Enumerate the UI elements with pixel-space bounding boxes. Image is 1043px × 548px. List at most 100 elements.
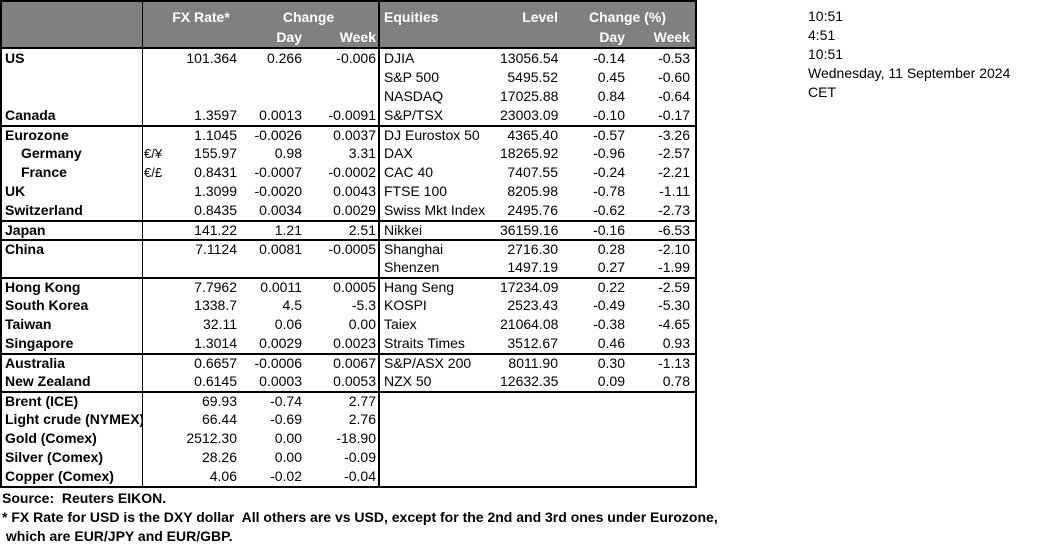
fx-row-label: New Zealand [2,372,143,391]
currency-pair-label: €/¥ [144,146,163,161]
fx-week-change-cell: -0.0005 [304,241,380,258]
equity-name-label: S&P/TSX [384,107,444,123]
table-row: Japan 141.22 1.21 2.51 Nikkei 36159.16 -0.16 -6… [2,220,695,239]
table-row: Brent (ICE) 69.93 -0.74 2.77 [2,391,695,410]
fx-day-change-cell: 0.0034 [259,202,302,218]
fx-rate-cell: 7.7962 [194,279,237,295]
equity-week-change-cell [627,448,695,467]
equity-level-cell [500,429,560,448]
fx-week-change-cell: -0.04 [304,467,380,486]
equity-day-change-cell [560,448,627,467]
fx-row-label: Australia [2,355,143,372]
table-row: NASDAQ 17025.88 0.84 -0.64 [2,87,695,106]
corner-header-cell [2,28,143,47]
equity-level-cell: 1497.19 [507,259,558,275]
fx-row-label: Canada [2,106,143,125]
fx-week-change-cell: 0.0029 [304,201,380,220]
fx-rate-cell: 141.22 [194,222,237,238]
currency-pair-label [143,334,165,353]
fx-row-label: China [2,241,143,258]
equity-week-change-cell: -2.57 [658,145,690,161]
header-row-2: Day Week Day Week [2,28,695,47]
equity-day-change-cell: 0.09 [597,373,625,389]
fx-rate-cell: 0.8435 [194,202,237,218]
equity-name-label: Hang Seng [384,279,455,295]
equity-level-cell: 2523.43 [507,297,558,313]
equity-week-change-cell: -4.65 [658,316,690,332]
equities-header: Equities [384,9,439,25]
equity-day-change-cell: 0.46 [597,335,625,351]
fx-day-change-cell: 4.5 [282,297,302,313]
fx-footnote-line1: * FX Rate for USD is the DXY dollar All … [2,509,718,525]
currency-pair-label [143,355,165,372]
equity-name-label: DJIA [384,50,415,66]
equity-level-cell: 17025.88 [500,88,559,104]
equity-week-header: Week [653,29,690,45]
equity-level-cell: 8011.90 [508,355,558,371]
fx-row-label: Hong Kong [2,279,143,296]
table-row: Silver (Comex) 28.26 0.00 -0.09 [2,448,695,467]
table-row: China 7.1124 0.0081 -0.0005 Shanghai 2716.30 0… [2,239,695,258]
table-row: New Zealand 0.6145 0.0003 0.0053 NZX 50 12632… [2,372,695,391]
currency-pair-label: €/£ [144,165,163,180]
fx-rate-cell: 1.3014 [194,335,237,351]
equity-level-cell: 4365.40 [507,127,558,143]
source-note: Source: Reuters EIKON. [2,490,167,506]
table-row: Canada 1.3597 0.0013 -0.0091 S&P/TSX 23003.09… [2,106,695,125]
currency-pair-label [143,467,165,486]
fx-day-change-cell: -0.0007 [254,164,302,180]
equity-week-change-cell: -2.10 [658,241,690,257]
level-header: Level [522,9,558,25]
fx-row-label: UK [2,182,143,201]
currency-pair-label [143,87,165,106]
equity-name-label [380,410,500,429]
table-row: Taiwan 32.11 0.06 0.00 Taiex 21064.08 -0.38 -4.… [2,315,695,334]
table-row: Singapore 1.3014 0.0029 0.0023 Straits Times… [2,334,695,353]
fx-week-change-cell [304,87,380,106]
table-row: Hong Kong 7.7962 0.0011 0.0005 Hang Seng 1723… [2,277,695,296]
equity-day-change-cell: -0.10 [593,107,625,123]
equity-day-change-cell: 0.84 [597,88,625,104]
currency-pair-label [143,296,165,315]
equity-week-change-cell [627,393,695,410]
fx-day-change-cell: -0.74 [270,393,302,409]
fx-rate-cell: 32.11 [203,316,237,332]
fx-day-change-cell: -0.0020 [254,183,302,199]
table-row: Switzerland 0.8435 0.0034 0.0029 Swiss Mkt I… [2,201,695,220]
fx-row-label: Eurozone [2,127,143,144]
equity-day-header: Day [599,29,625,45]
table-row: Australia 0.6657 -0.0006 0.0067 S&P/ASX 200 8… [2,353,695,372]
fx-day-change-cell: -0.0026 [254,127,302,143]
equity-week-change-cell [627,467,695,486]
equity-week-change-cell: -1.11 [659,183,690,199]
fx-day-header: Day [276,29,302,45]
date-line: Wednesday, 11 September 2024 [808,65,1011,81]
equity-name-label: Taiex [384,316,417,332]
equity-name-label [380,429,500,448]
fx-row-label: France [2,163,143,182]
table-row: Light crude (NYMEX) 66.44 -0.69 2.76 [2,410,695,429]
equity-level-cell: 17234.09 [500,279,559,295]
fx-rate-cell: 1.3597 [194,107,237,123]
table-row: US 101.364 0.266 -0.006 DJIA 13056.54 -0.14 -0.… [2,49,695,68]
fx-week-change-cell [304,68,380,87]
equity-level-cell [500,393,560,410]
equity-level-cell: 21064.08 [500,316,559,332]
currency-pair-label [143,201,165,220]
equity-day-change-cell: 0.22 [597,279,625,295]
fx-day-change-cell: 0.266 [266,50,302,66]
fx-row-label: Germany [2,144,143,163]
equity-level-cell [500,410,560,429]
equity-level-cell: 5495.52 [507,69,558,85]
fx-rate-cell: 1.1045 [194,127,237,143]
fx-day-change-cell: 1.21 [274,222,302,238]
fx-day-change-cell: 0.0013 [259,107,302,123]
currency-pair-label [143,279,165,296]
timezone-label: CET [808,84,836,100]
equity-name-label [380,467,500,486]
equity-week-change-cell: -0.60 [658,69,690,85]
fx-day-change-cell: 0.0011 [260,279,302,295]
equity-day-change-cell: -0.38 [593,316,625,332]
fx-week-change-cell: 0.0053 [304,372,380,391]
fx-row-label: US [2,49,143,68]
